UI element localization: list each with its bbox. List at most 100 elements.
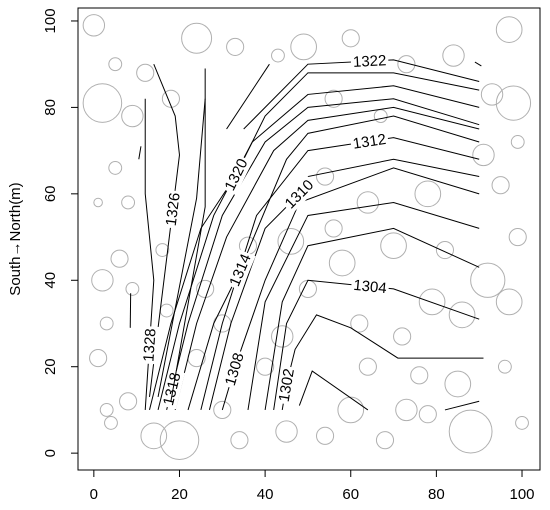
tree xyxy=(324,89,343,108)
tree xyxy=(515,415,529,430)
tree xyxy=(472,143,495,167)
contour-label-group: 1312 xyxy=(349,130,390,153)
contour-line xyxy=(444,400,480,411)
tree xyxy=(380,232,407,260)
contour-label-group: 1308 xyxy=(221,349,249,390)
y-tick-label: 80 xyxy=(42,99,59,116)
contour-line xyxy=(200,137,480,411)
y-tick-label: 0 xyxy=(42,449,59,457)
contour-line xyxy=(149,63,180,398)
contour-label-bg xyxy=(350,52,389,71)
tree xyxy=(290,33,317,61)
contour-label-bg xyxy=(159,368,186,410)
y-axis-title: South→North(m) xyxy=(7,182,24,295)
tree xyxy=(393,327,412,346)
contour-line xyxy=(174,106,480,411)
contour-label-bg xyxy=(350,276,390,298)
contour-label-group: 1322 xyxy=(350,52,389,71)
contour-line xyxy=(298,370,369,411)
tree xyxy=(187,349,206,368)
contour-label: 1326 xyxy=(163,192,184,227)
tree xyxy=(395,398,418,422)
contour-label-bg xyxy=(221,349,249,390)
tree xyxy=(275,420,298,443)
tree xyxy=(442,44,465,67)
contour-label-group: 1320 xyxy=(220,154,253,196)
tree xyxy=(341,29,360,48)
contour-label: 1320 xyxy=(222,156,252,193)
tree xyxy=(510,135,525,149)
tree xyxy=(480,83,504,106)
tree xyxy=(181,22,213,54)
x-tick-label: 40 xyxy=(257,486,274,503)
tree xyxy=(448,301,476,329)
tree xyxy=(444,370,472,398)
contour-line xyxy=(264,227,480,411)
tree xyxy=(140,422,168,450)
contour-line xyxy=(157,98,206,398)
contour-line xyxy=(138,146,142,160)
tree xyxy=(99,403,114,417)
y-tick-label: 100 xyxy=(42,8,59,33)
contour-label: 1308 xyxy=(222,351,248,388)
tree xyxy=(271,325,294,348)
tree xyxy=(315,426,335,445)
contour-line xyxy=(243,59,480,130)
contour-label-group: 1304 xyxy=(350,276,390,298)
tree xyxy=(373,109,388,123)
tree xyxy=(93,197,103,208)
x-tick-label: 60 xyxy=(342,486,359,503)
contour-label: 1322 xyxy=(353,52,387,71)
contour-label: 1328 xyxy=(140,328,159,362)
tree xyxy=(397,55,416,74)
tree xyxy=(121,195,136,210)
tree xyxy=(89,349,108,368)
tree xyxy=(418,405,437,424)
x-tick-label: 0 xyxy=(90,486,98,503)
y-tick-label: 60 xyxy=(42,185,59,202)
tree xyxy=(418,288,446,316)
contour-line xyxy=(226,63,270,130)
y-tick-label: 20 xyxy=(42,358,59,375)
contour-line xyxy=(208,158,480,411)
x-tick-label: 100 xyxy=(510,486,535,503)
contour-line xyxy=(170,68,206,402)
contour-line xyxy=(247,201,480,411)
contour-line xyxy=(273,279,480,411)
tree xyxy=(495,85,532,121)
tree xyxy=(448,409,493,454)
tree xyxy=(497,359,512,374)
tree xyxy=(161,89,180,108)
contour-label: 1302 xyxy=(276,367,298,403)
x-tick-label: 80 xyxy=(428,486,445,503)
contour-label-group: 1314 xyxy=(225,249,256,291)
contour-label-group: 1326 xyxy=(162,189,184,229)
tree xyxy=(99,316,114,331)
x-tick-label: 20 xyxy=(171,486,188,503)
contour-line xyxy=(149,72,480,411)
tree xyxy=(356,191,380,214)
tree xyxy=(256,357,275,376)
tree xyxy=(121,104,144,128)
tree xyxy=(159,420,200,460)
tree xyxy=(119,392,138,411)
tree xyxy=(350,314,369,333)
contour-label-bg xyxy=(349,130,390,153)
tree xyxy=(470,262,506,298)
contour-label-bg xyxy=(280,175,319,214)
contour-label-bg xyxy=(220,154,253,196)
tree xyxy=(337,396,365,424)
tree xyxy=(136,63,155,82)
tree xyxy=(82,14,106,37)
tree xyxy=(324,219,343,238)
tree xyxy=(104,415,118,430)
tree xyxy=(271,48,285,63)
tree xyxy=(508,227,527,247)
contour-line xyxy=(474,61,482,67)
tree xyxy=(159,303,174,318)
contour-label-group: 1328 xyxy=(140,325,160,365)
contour-line xyxy=(157,85,480,411)
tree xyxy=(230,431,249,450)
contour-label-group: 1302 xyxy=(275,365,299,406)
